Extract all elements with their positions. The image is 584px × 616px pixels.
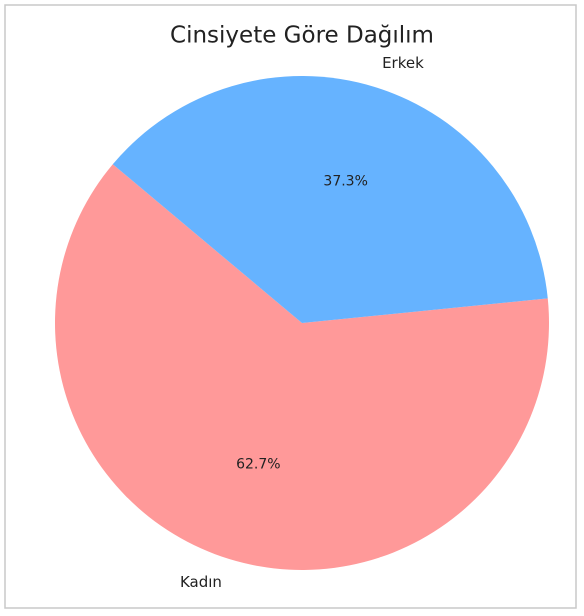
value-label: 37.3% <box>323 173 367 189</box>
pie-slice <box>112 76 548 323</box>
slice-label: Kadın <box>180 573 222 591</box>
pie-slice <box>54 164 549 571</box>
value-label: 62.7% <box>236 457 280 473</box>
chart-title: Cinsiyete Göre Dağılım <box>170 23 434 49</box>
slice-label: Erkek <box>382 54 424 72</box>
